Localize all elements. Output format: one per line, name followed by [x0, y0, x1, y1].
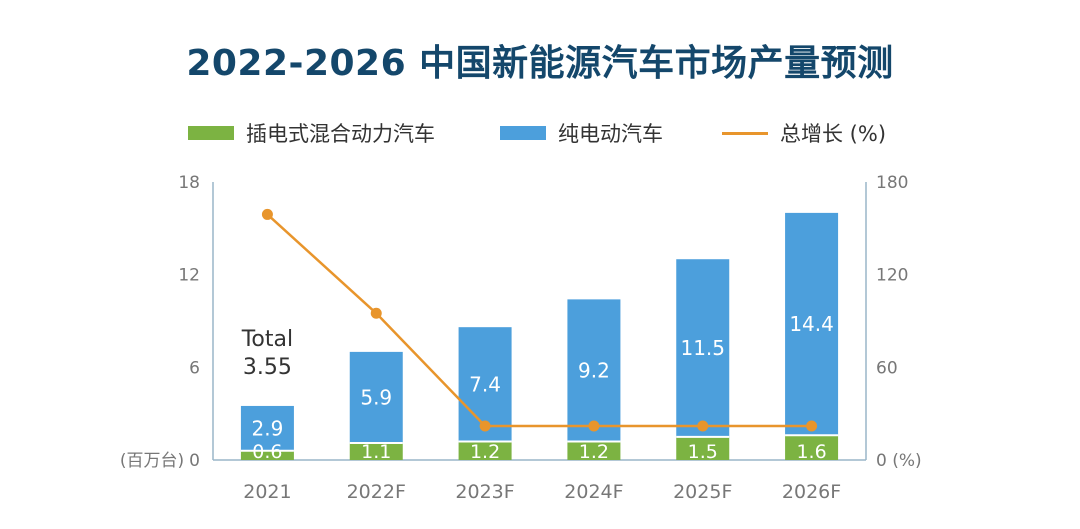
- bar-bev: [567, 299, 621, 442]
- bar-bev: [785, 212, 839, 436]
- growth-line: [266, 213, 812, 428]
- data-label-phev: 1.2: [579, 441, 609, 463]
- x-tick-label: 2025F: [673, 481, 732, 503]
- legend: 插电式混合动力汽车 纯电动汽车 总增长 (%): [0, 118, 1080, 148]
- legend-item-phev: 插电式混合动力汽车: [188, 118, 435, 148]
- bar-phev: [349, 443, 403, 460]
- data-label-phev: 0.6: [252, 441, 282, 463]
- legend-item-bev: 纯电动汽车: [500, 118, 663, 148]
- x-tick-label: 2023F: [455, 481, 514, 503]
- growth-point: [806, 420, 818, 432]
- bar-bev: [349, 351, 403, 444]
- bar-phev: [567, 441, 621, 460]
- x-tick-label: 2024F: [564, 481, 623, 503]
- x-tick-label: 2022F: [347, 481, 406, 503]
- legend-label-growth: 总增长 (%): [780, 122, 887, 146]
- data-label-bev: 9.2: [578, 358, 610, 382]
- bar-phev: [458, 441, 512, 460]
- growth-point: [588, 420, 600, 432]
- legend-item-growth: 总增长 (%): [722, 118, 886, 148]
- growth-point: [479, 420, 491, 432]
- bar-bev: [676, 259, 730, 437]
- bar-phev: [676, 436, 730, 460]
- left-tick-label: 12: [178, 266, 200, 286]
- left-axis-unit: (百万台): [120, 451, 184, 471]
- left-tick-label: 6: [189, 358, 200, 378]
- data-label-phev: 1.5: [688, 441, 718, 463]
- x-tick-label: 2026F: [782, 481, 841, 503]
- legend-swatch-phev: [188, 126, 234, 140]
- right-tick-label: 180: [876, 173, 908, 193]
- right-tick-label: 120: [876, 266, 908, 286]
- legend-swatch-bev: [500, 126, 546, 140]
- data-label-bev: 7.4: [469, 372, 501, 396]
- chart-title: 2022-2026 中国新能源汽车市场产量预测: [186, 43, 894, 84]
- legend-label-phev: 插电式混合动力汽车: [246, 122, 435, 146]
- legend-label-bev: 纯电动汽车: [558, 122, 663, 146]
- right-tick-label: 60: [876, 358, 898, 378]
- data-label-bev: 14.4: [789, 312, 834, 336]
- legend-swatch-growth: [722, 131, 768, 135]
- growth-point: [697, 420, 709, 432]
- bar-bev: [240, 405, 294, 451]
- left-tick-label: 0: [189, 451, 200, 471]
- x-tick-label: 2021: [243, 481, 291, 503]
- data-label-phev: 1.2: [470, 441, 500, 463]
- data-label-bev: 11.5: [680, 336, 725, 360]
- total-annotation-value: 3.55: [243, 355, 292, 380]
- data-label-bev: 5.9: [360, 385, 392, 409]
- data-label-bev: 2.9: [252, 416, 284, 440]
- data-label-phev: 1.1: [361, 441, 391, 463]
- growth-point: [261, 208, 273, 220]
- data-label-phev: 1.6: [796, 441, 826, 463]
- right-axis-unit: 0 (%): [876, 451, 922, 471]
- growth-point: [370, 307, 382, 319]
- total-annotation-label: Total: [241, 327, 293, 352]
- bar-phev: [240, 450, 294, 460]
- bar-phev: [785, 435, 839, 460]
- left-tick-label: 18: [178, 173, 200, 193]
